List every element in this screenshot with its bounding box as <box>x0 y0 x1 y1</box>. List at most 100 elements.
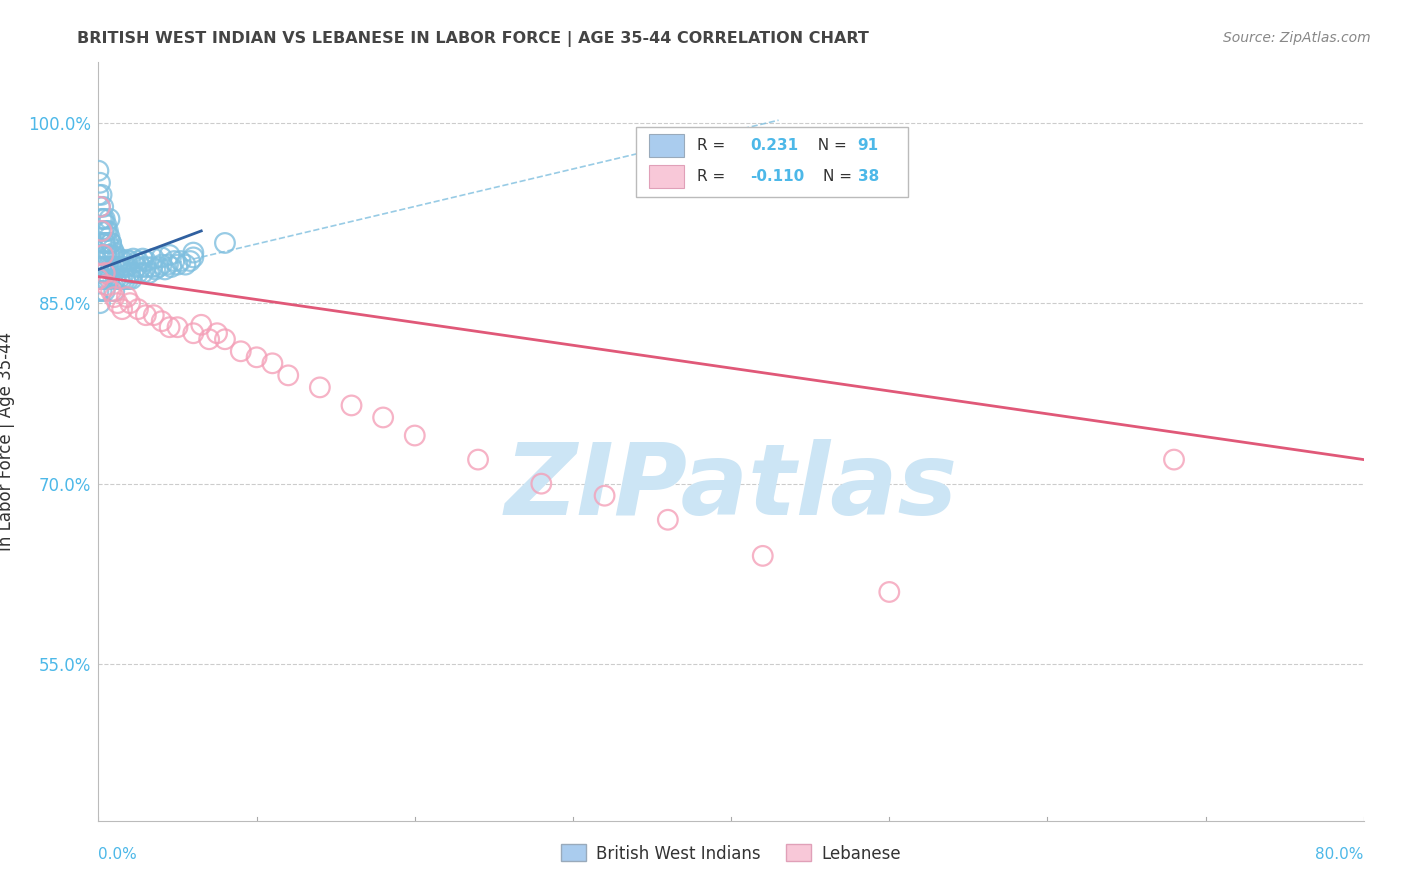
Point <box>166 320 188 334</box>
Point <box>90 187 112 202</box>
Point <box>132 252 155 266</box>
Point <box>135 254 157 268</box>
Point <box>103 284 125 298</box>
Point <box>115 260 138 274</box>
Text: N =: N = <box>808 138 852 153</box>
Point <box>93 235 117 250</box>
Point <box>157 258 180 272</box>
Point <box>87 284 110 298</box>
Point <box>98 248 121 262</box>
Point <box>96 278 118 293</box>
Point <box>103 260 125 274</box>
Point <box>121 272 143 286</box>
Point <box>100 260 122 274</box>
Text: N =: N = <box>824 169 858 184</box>
FancyBboxPatch shape <box>636 127 908 196</box>
Point <box>122 266 145 280</box>
Text: 38: 38 <box>858 169 879 184</box>
Point <box>141 260 163 274</box>
Point <box>90 224 112 238</box>
Point <box>91 248 114 262</box>
Text: R =: R = <box>697 138 730 153</box>
Point <box>127 302 149 317</box>
Point <box>110 260 132 274</box>
Point <box>93 284 117 298</box>
Point <box>404 428 426 442</box>
Point <box>148 260 170 274</box>
Point <box>87 260 110 274</box>
Point <box>205 326 228 341</box>
Bar <box>648 165 685 187</box>
Point <box>1163 452 1185 467</box>
Point <box>96 218 118 232</box>
Text: 80.0%: 80.0% <box>1316 847 1364 862</box>
Point <box>89 176 111 190</box>
Point <box>160 260 183 274</box>
Point <box>93 266 117 280</box>
Text: 0.0%: 0.0% <box>98 847 138 862</box>
Point <box>125 260 148 274</box>
Point <box>214 332 236 346</box>
Legend: British West Indians, Lebanese: British West Indians, Lebanese <box>555 838 907 869</box>
Point <box>142 252 165 266</box>
Y-axis label: In Labor Force | Age 35-44: In Labor Force | Age 35-44 <box>0 332 14 551</box>
Point <box>107 296 129 310</box>
Point <box>229 344 252 359</box>
Text: 0.231: 0.231 <box>751 138 799 153</box>
Point <box>120 254 141 268</box>
Point <box>87 163 110 178</box>
Point <box>159 248 181 262</box>
Point <box>96 224 118 238</box>
Point <box>163 254 186 268</box>
Point <box>111 302 134 317</box>
Point <box>129 260 152 274</box>
Point <box>214 235 236 250</box>
Point <box>100 235 122 250</box>
Point <box>142 308 165 322</box>
Point <box>91 248 114 262</box>
Point <box>145 262 166 277</box>
Point <box>87 272 110 286</box>
Point <box>174 258 197 272</box>
Point <box>108 272 131 286</box>
Point <box>93 235 117 250</box>
Point <box>467 452 489 467</box>
Point <box>122 252 145 266</box>
Text: Source: ZipAtlas.com: Source: ZipAtlas.com <box>1223 31 1371 45</box>
Point <box>89 200 111 214</box>
Point <box>877 585 900 599</box>
Point <box>135 260 157 274</box>
Point <box>110 252 132 267</box>
Point <box>183 326 205 341</box>
Point <box>89 272 111 286</box>
Bar <box>648 135 685 157</box>
Point <box>115 252 138 267</box>
Point <box>91 224 114 238</box>
Point <box>96 242 118 256</box>
Point <box>166 258 188 272</box>
Point <box>751 549 773 563</box>
Point <box>89 248 111 262</box>
Point <box>112 254 135 268</box>
Point <box>100 235 122 250</box>
Text: ZIPatlas: ZIPatlas <box>505 439 957 535</box>
Point <box>340 399 363 413</box>
Point <box>183 245 205 260</box>
Point <box>98 272 121 286</box>
Point <box>111 272 134 286</box>
Point <box>153 262 176 277</box>
Point <box>169 254 191 268</box>
Point <box>107 260 129 274</box>
Point <box>101 242 124 256</box>
Point <box>100 284 122 298</box>
Text: 91: 91 <box>858 138 879 153</box>
Text: BRITISH WEST INDIAN VS LEBANESE IN LABOR FORCE | AGE 35-44 CORRELATION CHART: BRITISH WEST INDIAN VS LEBANESE IN LABOR… <box>77 31 869 47</box>
Point <box>277 368 299 383</box>
Point <box>179 254 201 268</box>
Point <box>593 489 616 503</box>
Point <box>132 266 155 280</box>
Point <box>98 211 121 226</box>
Point <box>103 245 125 260</box>
Point <box>138 266 160 280</box>
Point <box>96 272 118 286</box>
